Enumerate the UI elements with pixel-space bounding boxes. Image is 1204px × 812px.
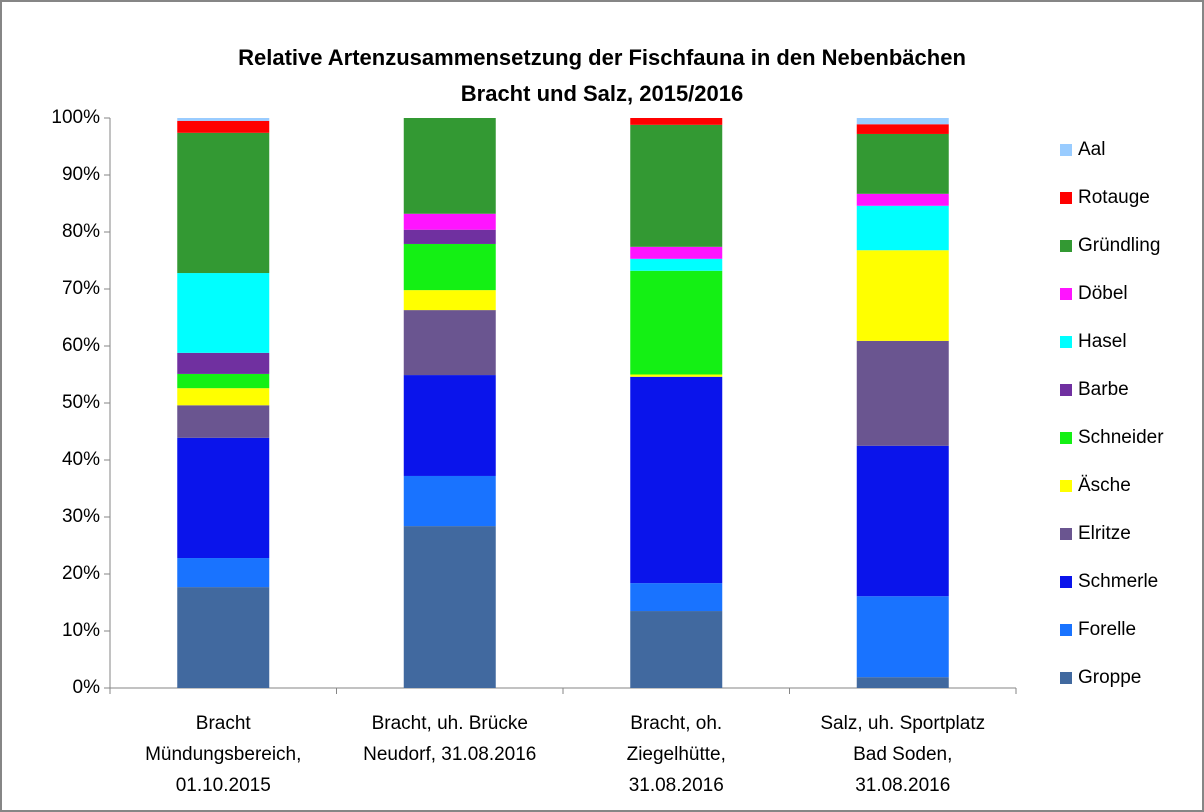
legend-label: Hasel [1078,331,1127,352]
legend-label: Barbe [1078,379,1129,400]
bar-segment [403,243,496,291]
bar-segment [630,270,723,375]
y-tick-label: 10% [62,620,100,641]
legend-label: Elritze [1078,523,1131,544]
legend-swatch [1060,576,1072,588]
y-tick-label: 40% [62,449,100,470]
legend-label: Aal [1078,139,1105,160]
bar-segment [856,340,949,446]
y-tick-label: 100% [51,107,100,128]
bar-segment [630,583,723,612]
bar-segment [856,596,949,678]
bar-segment [630,374,723,377]
y-tick-label: 80% [62,221,100,242]
bar-segment [403,475,496,527]
bar-segment [856,205,949,251]
bar-segment [856,118,949,125]
bar-segment [630,118,723,125]
legend-swatch [1060,384,1072,396]
x-tick-label: Bracht, uh. Brücke Neudorf, 31.08.2016 [363,713,537,765]
bar-segment [630,611,723,688]
bar-segment [403,375,496,476]
bar-segment [856,193,949,206]
legend-label: Schneider [1078,427,1164,448]
y-tick-label: 60% [62,335,100,356]
y-tick-label: 0% [73,677,101,698]
bar-segment [177,120,270,133]
legend-label: Forelle [1078,619,1136,640]
bar-segment [403,310,496,376]
legend-swatch [1060,144,1072,156]
bar-segment [403,290,496,311]
legend-label: Äsche [1078,475,1131,496]
bar-segment [856,133,949,194]
chart-title: Relative Artenzusammensetzung der Fischf… [238,45,966,106]
x-tick-label: Salz, uh. Sportplatz Bad Soden, 31.08.20… [820,713,986,796]
legend-swatch [1060,336,1072,348]
bar-segment [177,118,270,121]
bar-segment [177,352,270,374]
bar-segment [177,558,270,588]
bar-segment [177,373,270,389]
bar-segment [177,587,270,688]
bar-segment [856,124,949,134]
bar-segment [403,229,496,244]
x-tick-label: Bracht, oh. Ziegelhütte, 31.08.2016 [626,713,726,796]
legend-swatch [1060,288,1072,300]
bar-segment [403,526,496,688]
bar-segment [177,132,270,274]
legend-label: Rotauge [1078,187,1150,208]
bar-segment [177,437,270,559]
bar-segment [630,258,723,271]
legend-swatch [1060,672,1072,684]
legend-swatch [1060,528,1072,540]
bar-segment [403,118,496,214]
bar-segment [630,124,723,247]
y-tick-label: 70% [62,278,100,299]
legend-swatch [1060,480,1072,492]
bar-segment [856,250,949,341]
x-tick-label: Bracht Mündungsbereich, 01.10.2015 [145,713,302,796]
y-tick-label: 30% [62,506,100,527]
legend-label: Döbel [1078,283,1128,304]
y-tick-label: 50% [62,392,100,413]
bar-segment [177,405,270,438]
bar-segment [630,246,723,259]
bar-segment [630,376,723,584]
legend-label: Groppe [1078,667,1141,688]
bar-segment [177,273,270,353]
legend-swatch [1060,432,1072,444]
legend-swatch [1060,192,1072,204]
y-tick-label: 20% [62,563,100,584]
legend-swatch [1060,240,1072,252]
legend-label: Gründling [1078,235,1160,256]
y-tick-label: 90% [62,164,100,185]
bar-segment [403,213,496,230]
legend-label: Schmerle [1078,571,1158,592]
bar-segment [856,677,949,688]
bar-segment [177,388,270,406]
bar-segment [856,445,949,597]
legend-swatch [1060,624,1072,636]
